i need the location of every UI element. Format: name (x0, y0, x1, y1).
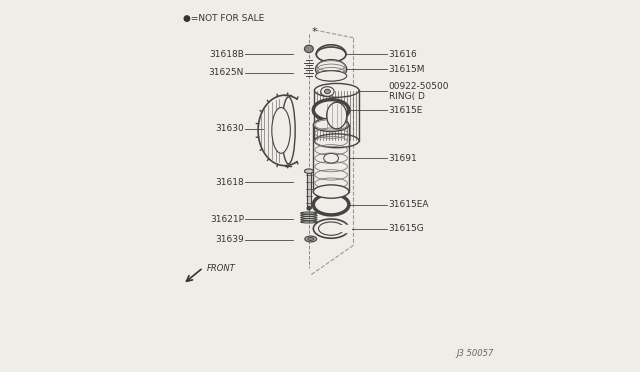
Text: 31615M: 31615M (388, 65, 425, 74)
Ellipse shape (319, 222, 344, 235)
Text: 31618B: 31618B (209, 50, 244, 59)
Text: *: * (312, 27, 317, 37)
Ellipse shape (326, 102, 347, 129)
Ellipse shape (314, 134, 359, 148)
Text: 31625N: 31625N (209, 68, 244, 77)
Ellipse shape (314, 185, 349, 198)
Ellipse shape (316, 47, 346, 62)
Bar (307, 171, 311, 208)
Text: 31621P: 31621P (210, 215, 244, 224)
Ellipse shape (308, 237, 314, 240)
Text: 31615G: 31615G (388, 224, 424, 233)
Text: 31691: 31691 (388, 154, 417, 163)
Bar (342, 225, 352, 232)
Ellipse shape (305, 169, 314, 173)
Text: 31639: 31639 (215, 235, 244, 244)
Text: FRONT: FRONT (207, 264, 236, 273)
Ellipse shape (314, 118, 349, 132)
Ellipse shape (282, 97, 295, 164)
Text: J3 50057: J3 50057 (457, 349, 494, 358)
Text: ●=NOT FOR SALE: ●=NOT FOR SALE (183, 14, 264, 23)
Text: 31618: 31618 (215, 178, 244, 187)
Text: 31615EA: 31615EA (388, 200, 429, 209)
Ellipse shape (314, 219, 349, 238)
Ellipse shape (305, 45, 314, 52)
Ellipse shape (272, 108, 291, 153)
Ellipse shape (307, 206, 311, 210)
Ellipse shape (316, 60, 347, 79)
Ellipse shape (316, 71, 347, 81)
Ellipse shape (305, 236, 317, 242)
Ellipse shape (314, 83, 359, 97)
Text: 00922-50500
RING( D: 00922-50500 RING( D (388, 82, 449, 101)
Ellipse shape (321, 87, 334, 96)
Text: 31615E: 31615E (388, 106, 423, 115)
Ellipse shape (324, 89, 330, 94)
Ellipse shape (314, 194, 349, 215)
Ellipse shape (314, 100, 349, 121)
Text: 31616: 31616 (388, 50, 417, 59)
Ellipse shape (324, 153, 339, 163)
Text: 31630: 31630 (215, 124, 244, 133)
